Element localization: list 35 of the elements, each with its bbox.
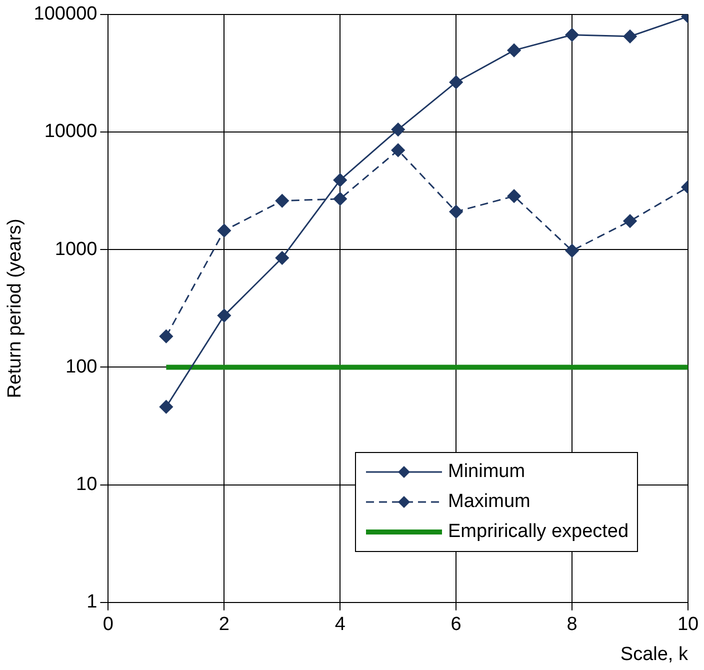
y-tick-label: 10000: [44, 121, 98, 142]
y-tick-label: 10: [76, 474, 98, 496]
x-tick-label: 0: [102, 614, 114, 636]
point: [565, 28, 579, 42]
y-tick-label: 100: [66, 356, 98, 378]
point: [391, 122, 405, 136]
point: [159, 330, 173, 344]
legend-label: Maximum: [448, 491, 530, 514]
point: [333, 192, 347, 206]
point: [507, 189, 521, 203]
point: [217, 308, 231, 322]
y-axis-title: Return period (years): [4, 218, 26, 398]
point: [159, 400, 173, 414]
point: [507, 44, 521, 58]
point: [449, 204, 463, 218]
x-tick-label: 4: [334, 614, 346, 636]
legend-label: Minimum: [448, 461, 526, 484]
point: [275, 194, 289, 208]
legend-label: Emprirically expected: [448, 521, 629, 544]
x-tick-label: 8: [566, 614, 578, 636]
x-axis-title: Scale, k: [620, 644, 688, 665]
y-tick-label: 1: [86, 592, 98, 613]
point: [449, 75, 463, 89]
point: [217, 224, 231, 238]
x-tick-label: 10: [677, 614, 699, 636]
y-tick-label: 100000: [34, 4, 98, 25]
y-tick-label: 1000: [54, 238, 98, 260]
point: [565, 244, 579, 258]
point: [333, 173, 347, 187]
point: [391, 143, 405, 157]
point: [275, 251, 289, 265]
x-tick-label: 6: [450, 614, 462, 636]
point: [623, 214, 637, 228]
x-tick-label: 2: [218, 614, 230, 636]
point: [623, 30, 637, 44]
